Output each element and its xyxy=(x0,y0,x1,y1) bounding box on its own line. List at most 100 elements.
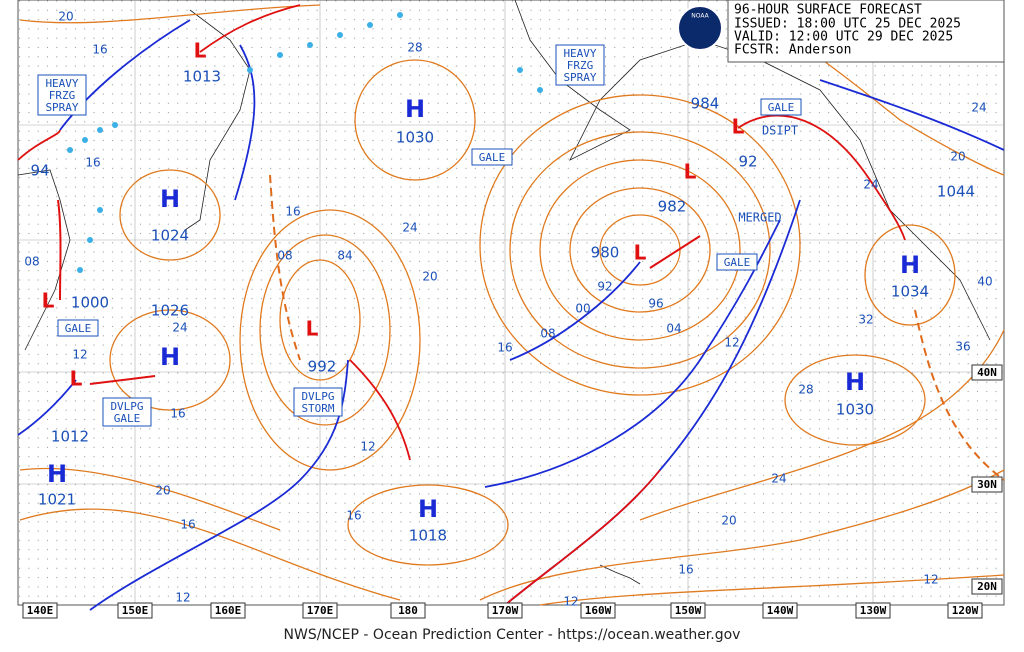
warning-box xyxy=(471,148,513,166)
high-symbol: H xyxy=(160,185,180,213)
header-box xyxy=(727,0,1005,63)
isobar-label: 16 xyxy=(180,518,195,532)
high-pressure: 1024 xyxy=(151,227,189,245)
low-symbol: L xyxy=(194,39,207,63)
isobar-label: 24 xyxy=(172,321,187,335)
isobar-label: 16 xyxy=(285,205,300,219)
isobar-label: 08 xyxy=(277,249,292,263)
lon-label: 150E xyxy=(122,604,149,617)
high-pressure: 1034 xyxy=(891,283,929,301)
isobar-label: 24 xyxy=(971,101,986,115)
isobar-label: 40 xyxy=(977,275,992,289)
high-symbol: H xyxy=(405,95,425,123)
lat-label-box xyxy=(971,364,1003,381)
isobar-label: 16 xyxy=(346,509,361,523)
high-pressure: 1021 xyxy=(38,491,76,509)
low-pressure: 984 xyxy=(691,95,720,113)
warning-text: GALE xyxy=(65,322,92,335)
warning-text: GALE xyxy=(768,101,795,114)
isobar-label: 12 xyxy=(923,573,938,587)
isobar-label: 16 xyxy=(170,407,185,421)
map-frame xyxy=(17,0,1005,606)
warning-text: STORM xyxy=(301,402,334,415)
low-symbol: L xyxy=(732,115,745,139)
lon-label-box xyxy=(947,602,983,619)
warning-box xyxy=(37,74,87,116)
lon-label-box xyxy=(302,602,338,619)
isobar-label: 16 xyxy=(678,563,693,577)
isobar-label: 96 xyxy=(648,297,663,311)
high-symbol: H xyxy=(845,368,865,396)
isobar-label: 20 xyxy=(721,514,736,528)
lon-label: 180 xyxy=(398,604,418,617)
lon-label-box xyxy=(487,602,523,619)
lon-label-box xyxy=(210,602,246,619)
isobar-label: 16 xyxy=(92,43,107,57)
footer: NWS/NCEP - Ocean Prediction Center - htt… xyxy=(284,627,741,643)
lon-label-box xyxy=(580,602,616,619)
lon-label-box xyxy=(22,602,58,619)
isobar-label: 84 xyxy=(337,249,352,263)
warning-text: HEAVY xyxy=(45,77,78,90)
lat-label: 20N xyxy=(977,580,997,593)
header-title: 96-HOUR SURFACE FORECAST xyxy=(734,3,922,18)
isobar-label: 24 xyxy=(863,178,878,192)
header-forecaster: FCSTR: Anderson xyxy=(734,43,851,58)
high-pressure: 1026 xyxy=(151,302,189,320)
annotation: DSIPT xyxy=(762,124,798,138)
frzg-spray-dots xyxy=(67,12,543,273)
pressure-label: 92 xyxy=(738,153,757,171)
isobar-label: 12 xyxy=(724,336,739,350)
low-symbol: L xyxy=(42,289,55,313)
low-pressure: 992 xyxy=(308,358,337,376)
lat-label: 30N xyxy=(977,478,997,491)
lon-label: 140W xyxy=(767,604,794,617)
pressure-label: 1044 xyxy=(937,183,975,201)
isobar-label: 24 xyxy=(771,472,786,486)
isobar-label: 12 xyxy=(360,440,375,454)
lon-label: 150W xyxy=(675,604,702,617)
lon-label-box xyxy=(117,602,153,619)
high-pressure: 1030 xyxy=(396,129,434,147)
lon-label-box xyxy=(855,602,891,619)
isobar-label: 20 xyxy=(58,10,73,24)
lon-label: 160E xyxy=(215,604,242,617)
warning-text: GALE xyxy=(724,256,751,269)
warning-box xyxy=(293,387,343,417)
lon-label-box xyxy=(390,602,426,619)
isobar-label: 20 xyxy=(950,150,965,164)
high-symbol: H xyxy=(900,251,920,279)
warning-text: GALE xyxy=(114,412,141,425)
low-symbol: L xyxy=(70,367,83,391)
lon-label-box xyxy=(670,602,706,619)
annotation: MERGED xyxy=(738,211,781,225)
warning-text: SPRAY xyxy=(563,71,596,84)
lat-label: 40N xyxy=(977,366,997,379)
isobar-label: 36 xyxy=(955,340,970,354)
isobar-label: 12 xyxy=(563,595,578,609)
isobar-label: 28 xyxy=(798,383,813,397)
header-issued: ISSUED: 18:00 UTC 25 DEC 2025 xyxy=(734,17,961,32)
warning-text: DVLPG xyxy=(301,390,334,403)
warning-box xyxy=(102,397,152,427)
high-symbol: H xyxy=(418,495,438,523)
isobar-label: 24 xyxy=(402,221,417,235)
isobar-label: 00 xyxy=(575,302,590,316)
high-pressure: 1018 xyxy=(409,527,447,545)
warning-box xyxy=(555,44,605,86)
warning-text: FRZG xyxy=(49,89,76,102)
low-pressure: 980 xyxy=(591,244,620,262)
lon-label-box xyxy=(762,602,798,619)
isobar-label: 16 xyxy=(497,341,512,355)
isobar-label: 16 xyxy=(85,156,100,170)
low-symbol: L xyxy=(684,160,697,184)
lat-label-box xyxy=(971,476,1003,493)
warning-text: GALE xyxy=(479,151,506,164)
isobar-label: 92 xyxy=(597,280,612,294)
lat-label-box xyxy=(971,578,1003,595)
isobar-label: 08 xyxy=(540,327,555,341)
warning-text: SPRAY xyxy=(45,101,78,114)
isobar-label: 08 xyxy=(24,255,39,269)
low-symbol: L xyxy=(306,317,319,341)
warning-box xyxy=(760,98,802,116)
